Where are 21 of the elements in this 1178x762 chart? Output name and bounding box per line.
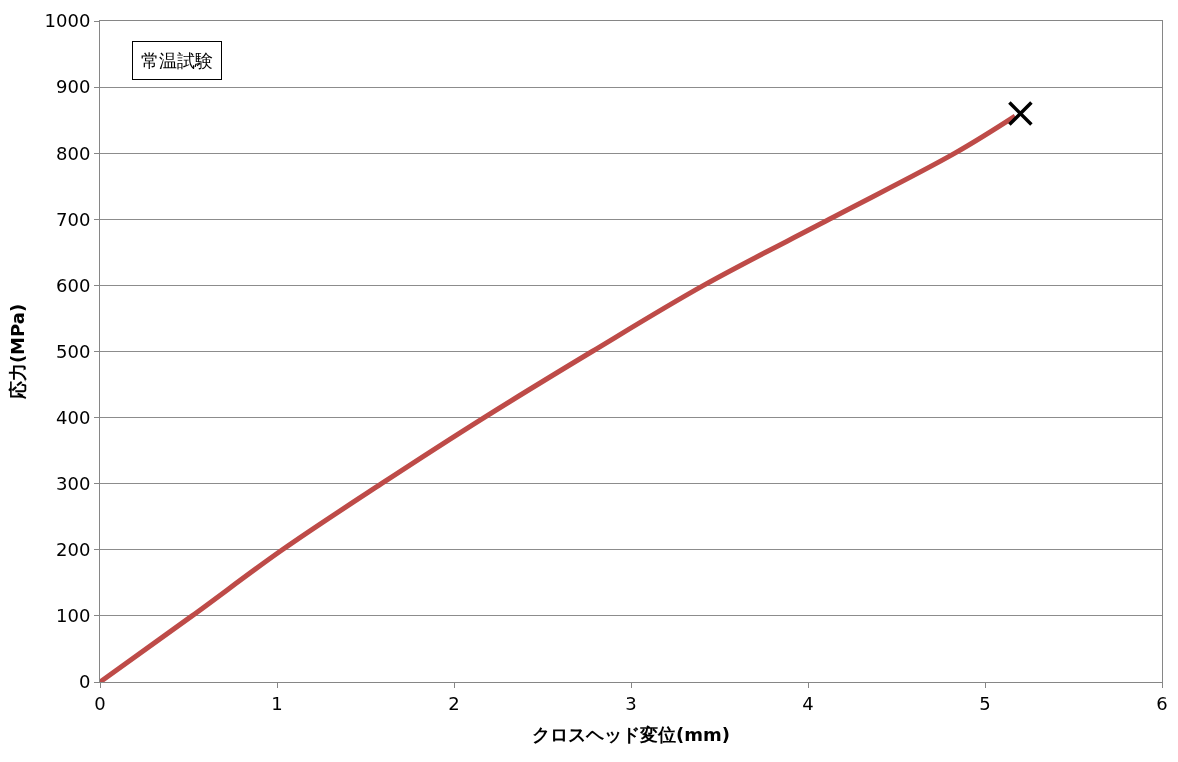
y-tick-label: 700 bbox=[56, 208, 91, 230]
y-tick-label: 900 bbox=[56, 76, 91, 98]
x-axis-title: クロスヘッド変位(mm) bbox=[532, 723, 730, 745]
y-tick-label: 0 bbox=[78, 671, 91, 693]
y-tick-label: 500 bbox=[56, 340, 91, 362]
y-tick-label: 400 bbox=[56, 406, 91, 428]
x-tick-label: 6 bbox=[1156, 692, 1168, 714]
x-tick-label: 0 bbox=[94, 692, 106, 714]
annotation: 常温試験 bbox=[141, 50, 213, 71]
x-tick-label: 3 bbox=[625, 692, 637, 714]
y-tick-label: 600 bbox=[56, 274, 91, 296]
y-tick-label: 200 bbox=[56, 539, 91, 561]
y-tick-label: 800 bbox=[56, 142, 91, 164]
y-tick-label: 300 bbox=[56, 473, 91, 494]
y-axis-title: 応力(MPa) bbox=[6, 303, 28, 401]
y-tick-label: 1000 bbox=[44, 10, 91, 32]
x-tick-label: 4 bbox=[802, 692, 814, 714]
x-tick-label: 1 bbox=[271, 692, 283, 714]
y-tick-label: 100 bbox=[56, 605, 91, 627]
x-tick-label: 5 bbox=[979, 692, 991, 714]
x-tick-label: 2 bbox=[448, 692, 460, 714]
